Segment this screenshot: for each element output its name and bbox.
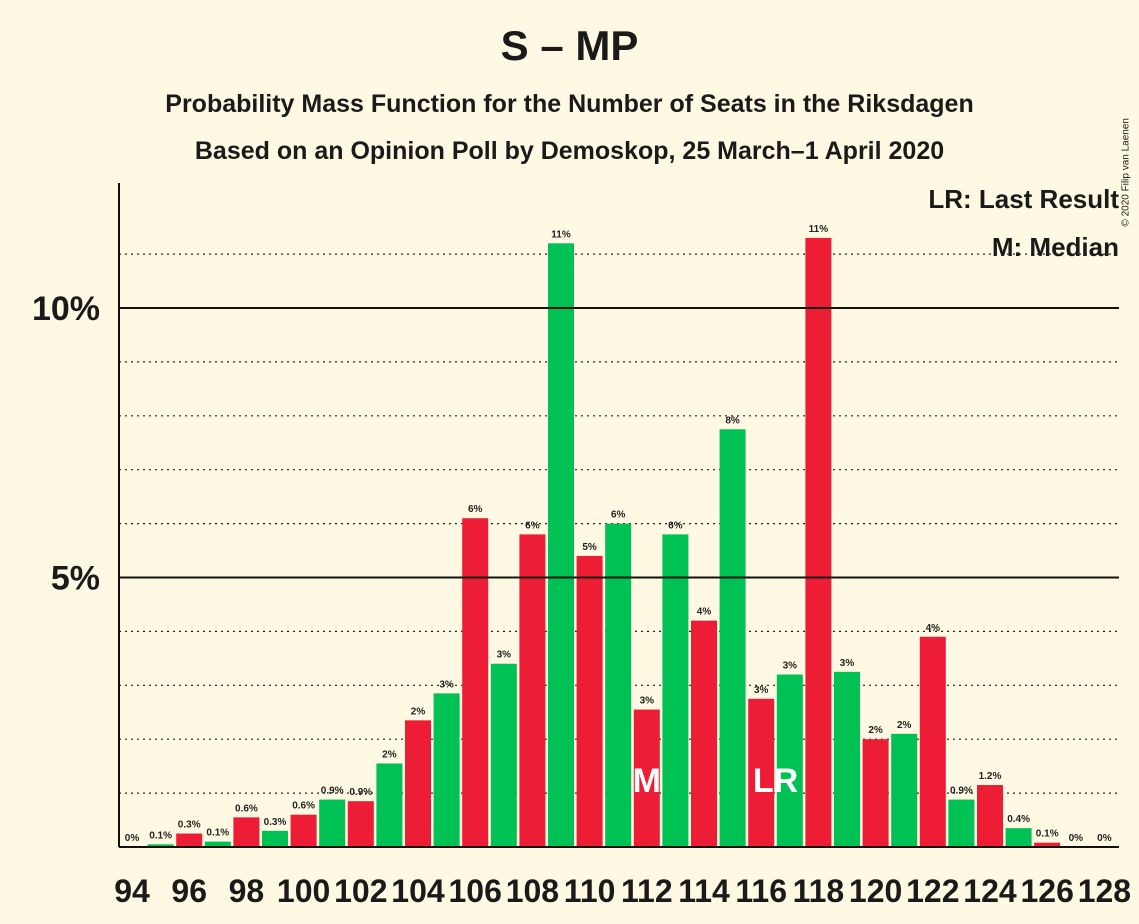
bar-seat-107 [490, 663, 517, 847]
bar-seat-111 [605, 523, 632, 847]
bar-seat-95 [147, 844, 174, 847]
x-tick-label: 100 [277, 873, 330, 909]
x-tick-label: 114 [678, 873, 730, 909]
data-label-seat-120: 2% [868, 725, 883, 736]
legend-last-result: LR: Last Result [928, 184, 1119, 214]
x-tick-label: 116 [735, 873, 787, 909]
data-label-seat-103: 2% [382, 749, 397, 760]
bar-seat-103 [376, 763, 403, 847]
data-label-seat-94: 0% [125, 833, 140, 844]
x-tick-label: 122 [906, 873, 959, 909]
data-label-seat-113: 6% [668, 520, 683, 531]
data-label-seat-114: 4% [697, 607, 712, 618]
x-tick-label: 126 [1021, 873, 1074, 909]
data-label-seat-121: 2% [897, 720, 912, 731]
data-label-seat-112: 3% [640, 696, 655, 707]
bar-seat-118 [805, 237, 832, 847]
bar-seat-115 [719, 429, 746, 847]
bar-seat-105 [433, 693, 460, 847]
bar-seat-114 [691, 620, 717, 847]
bar-seat-98 [233, 817, 260, 847]
data-label-seat-122: 4% [926, 623, 941, 634]
x-tick-label: 106 [449, 873, 502, 909]
data-label-seat-107: 3% [497, 650, 512, 661]
x-tick-label: 104 [391, 873, 445, 909]
bar-seat-110 [576, 555, 603, 847]
bar-seat-120 [862, 739, 889, 847]
bar-seat-117 [776, 674, 803, 847]
x-tick-label: 118 [793, 873, 845, 909]
x-tick-label: 128 [1078, 873, 1131, 909]
bar-seat-124 [977, 785, 1003, 847]
x-tick-label: 98 [229, 873, 265, 909]
bar-seat-109 [548, 243, 574, 847]
bar-seat-116 [748, 698, 775, 847]
bar-seat-126 [1034, 842, 1061, 847]
x-tick-label: 102 [334, 873, 387, 909]
last-result-marker: LR [753, 762, 798, 800]
x-tick-label: 120 [849, 873, 902, 909]
data-label-seat-109: 11% [551, 229, 571, 240]
x-tick-label: 96 [171, 873, 207, 909]
data-label-seat-117: 3% [783, 661, 798, 672]
data-label-seat-97: 0.1% [206, 828, 229, 839]
bar-seat-121 [891, 733, 918, 847]
data-label-seat-101: 0.9% [321, 786, 344, 797]
x-tick-label: 108 [506, 873, 559, 909]
data-label-seat-126: 0.1% [1036, 829, 1059, 840]
bar-seat-100 [290, 814, 317, 847]
x-tick-label: 124 [963, 873, 1017, 909]
bar-seat-102 [347, 801, 374, 847]
median-marker: M [633, 762, 661, 800]
bar-seat-106 [462, 518, 489, 847]
data-label-seat-104: 2% [411, 706, 426, 717]
y-tick-label: 10% [32, 290, 100, 328]
data-label-seat-115: 8% [725, 415, 740, 426]
data-label-seat-127: 0% [1069, 833, 1084, 844]
bar-seat-99 [262, 830, 288, 847]
data-label-seat-124: 1.2% [979, 771, 1002, 782]
data-label-seat-128: 0% [1097, 833, 1112, 844]
bar-seat-97 [204, 841, 231, 847]
data-label-seat-100: 0.6% [292, 801, 315, 812]
bar-seat-119 [834, 671, 860, 847]
bar-seat-112 [633, 709, 660, 847]
bar-seat-125 [1005, 828, 1032, 847]
y-tick-label: 5% [51, 560, 100, 598]
bar-seat-108 [519, 534, 546, 847]
data-label-seat-96: 0.3% [178, 820, 201, 831]
chart-title: S – MP [500, 22, 639, 69]
x-tick-label: 110 [564, 873, 616, 909]
bar-seat-122 [919, 636, 946, 847]
bar-seat-101 [319, 799, 346, 847]
bar-seat-123 [948, 799, 975, 847]
data-label-seat-99: 0.3% [264, 817, 287, 828]
data-label-seat-98: 0.6% [235, 803, 258, 814]
x-tick-label: 94 [114, 873, 150, 909]
bar-seat-96 [176, 833, 203, 847]
chart-subtitle-source: Based on an Opinion Poll by Demoskop, 25… [194, 137, 945, 165]
bar-seat-104 [405, 720, 431, 847]
data-label-seat-119: 3% [840, 658, 855, 669]
data-label-seat-108: 6% [525, 520, 540, 531]
data-label-seat-95: 0.1% [149, 830, 172, 841]
bar-seat-113 [662, 534, 689, 847]
data-label-seat-118: 11% [809, 224, 829, 235]
data-label-seat-125: 0.4% [1007, 814, 1030, 825]
legend-median: M: Median [991, 232, 1119, 262]
data-label-seat-102: 0.9% [349, 787, 372, 798]
x-tick-label: 112 [621, 873, 673, 909]
data-label-seat-106: 6% [468, 504, 483, 515]
data-label-seat-123: 0.9% [950, 786, 973, 797]
data-label-seat-116: 3% [754, 685, 769, 696]
data-label-seat-111: 6% [611, 510, 626, 521]
data-label-seat-105: 3% [439, 679, 454, 690]
chart-subtitle: Probability Mass Function for the Number… [165, 90, 974, 118]
data-label-seat-110: 5% [582, 542, 597, 553]
